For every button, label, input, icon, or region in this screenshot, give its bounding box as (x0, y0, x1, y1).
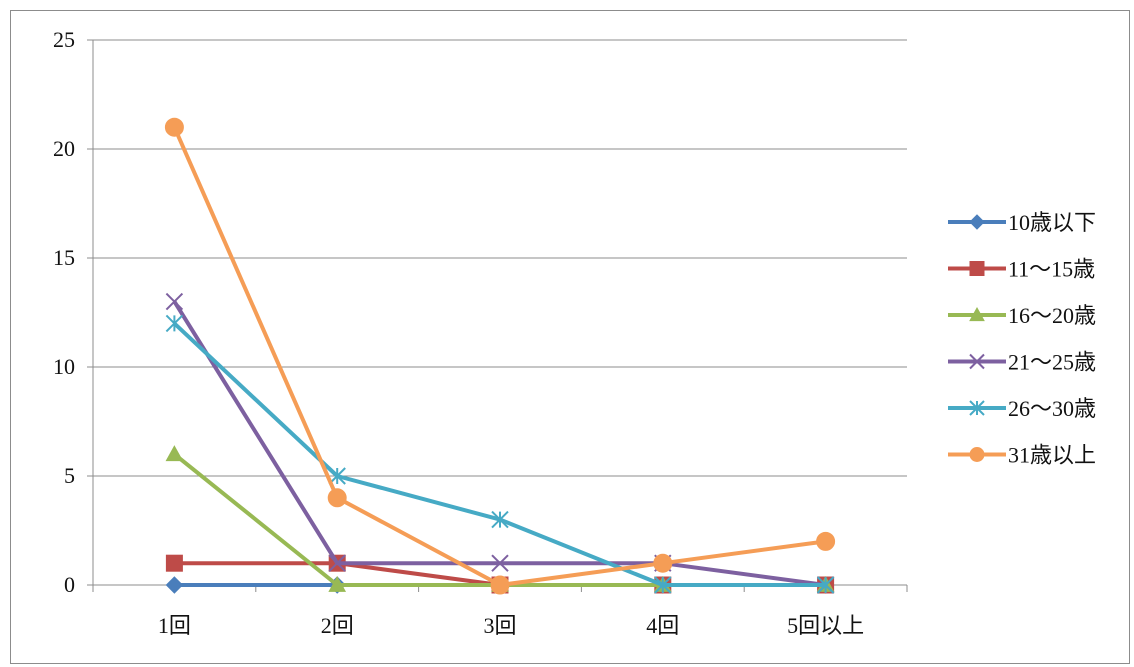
series-6 (164, 117, 836, 595)
legend-label: 10歳以下 (1008, 210, 1096, 235)
series-5 (165, 314, 835, 594)
data-point (816, 531, 836, 551)
legend-marker (969, 447, 985, 462)
data-point (327, 488, 347, 508)
data-point (490, 575, 510, 595)
legend-item: 16～20歳 (948, 303, 1096, 328)
legend-label: 11～15歳 (1008, 257, 1095, 282)
legend-item: 21～25歳 (948, 350, 1096, 375)
data-point (165, 576, 184, 594)
legend-marker (969, 306, 985, 322)
y-tick-label: 10 (53, 354, 75, 379)
legend-marker (969, 400, 985, 416)
legend-label: 31歳以上 (1008, 443, 1096, 468)
y-tick-label: 20 (53, 136, 75, 161)
legend-marker (969, 261, 985, 276)
data-point (491, 510, 509, 529)
data-point (165, 554, 183, 572)
gridlines (93, 39, 907, 477)
x-tick-label: 5回以上 (787, 613, 864, 638)
y-tick-label: 25 (53, 27, 75, 52)
data-point (654, 576, 672, 594)
y-tick-label: 0 (64, 572, 75, 597)
legend-marker (969, 214, 985, 230)
legend-item: 10歳以下 (948, 210, 1096, 235)
data-point (164, 117, 184, 137)
legend-item: 11～15歳 (948, 257, 1095, 282)
data-point (328, 575, 347, 592)
data-point (328, 554, 346, 572)
legend-label: 16～20歳 (1008, 303, 1096, 328)
x-tick-label: 4回 (646, 613, 679, 638)
x-tick-label: 3回 (483, 613, 516, 638)
legend-item: 31歳以上 (948, 443, 1096, 468)
data-point (165, 292, 184, 311)
series-lines (164, 117, 836, 595)
legend-label: 26～30歳 (1008, 396, 1096, 421)
data-point (816, 576, 835, 594)
data-point (165, 445, 184, 462)
y-tick-label: 5 (64, 463, 75, 488)
legend-item: 26～30歳 (948, 396, 1096, 421)
legend-label: 21～25歳 (1008, 350, 1096, 375)
x-tick-label: 2回 (321, 613, 354, 638)
series-line (173, 321, 826, 587)
y-tick-label: 15 (53, 245, 75, 270)
legend-marker (969, 353, 985, 370)
x-tick-label: 1回 (158, 613, 191, 638)
data-point (653, 553, 673, 573)
data-point (165, 314, 184, 333)
legend: 10歳以下 11～15歳 16～20歳 21～25歳 26～30歳 31歳以上 (948, 210, 1096, 468)
series-line (172, 300, 826, 587)
data-point (491, 554, 509, 572)
